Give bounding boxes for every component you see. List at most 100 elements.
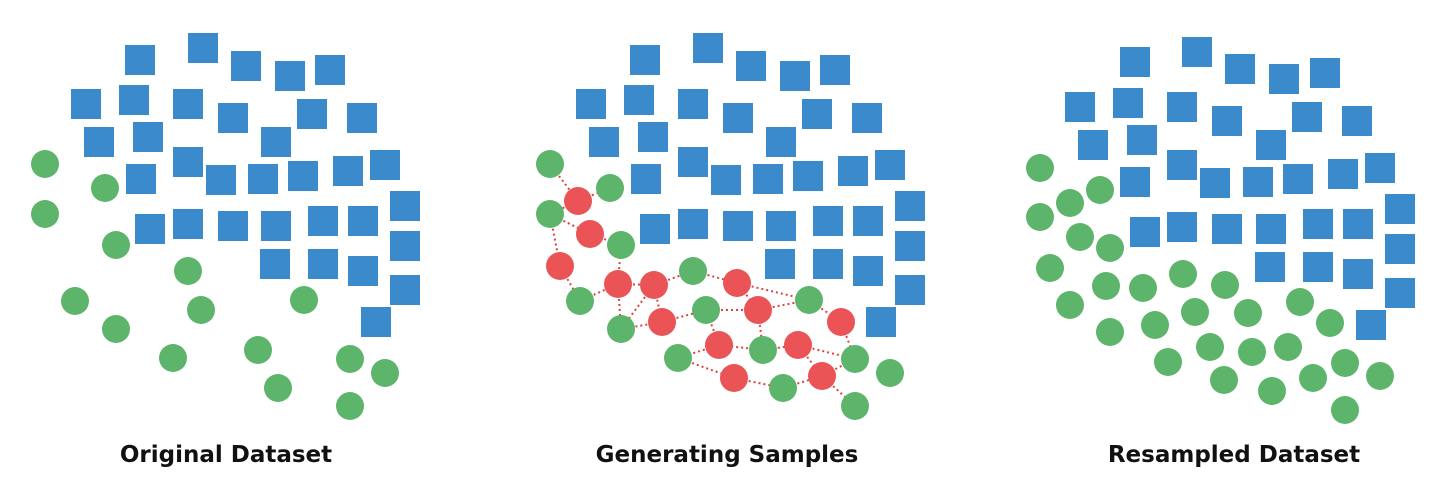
majority-sample-square bbox=[866, 307, 896, 337]
majority-sample-square bbox=[765, 249, 795, 279]
majority-sample-square bbox=[126, 164, 156, 194]
minority-sample-circle bbox=[1286, 288, 1314, 316]
synthetic-sample-circle bbox=[546, 252, 574, 280]
majority-sample-square bbox=[1303, 209, 1333, 239]
majority-sample-square bbox=[261, 127, 291, 157]
majority-sample-square bbox=[288, 161, 318, 191]
minority-sample-circle bbox=[1096, 318, 1124, 346]
minority-sample-circle bbox=[371, 359, 399, 387]
caption-original-dataset: Original Dataset bbox=[120, 442, 332, 468]
majority-sample-square bbox=[1130, 217, 1160, 247]
majority-sample-square bbox=[1255, 252, 1285, 282]
majority-sample-square bbox=[1127, 125, 1157, 155]
majority-sample-square bbox=[1078, 130, 1108, 160]
minority-sample-circle bbox=[1092, 272, 1120, 300]
majority-sample-square bbox=[119, 85, 149, 115]
minority-sample-circle bbox=[1086, 176, 1114, 204]
minority-sample-circle bbox=[1331, 396, 1359, 424]
minority-sample-circle bbox=[1210, 366, 1238, 394]
minority-sample-circle bbox=[1154, 348, 1182, 376]
majority-sample-square bbox=[1256, 214, 1286, 244]
majority-sample-square bbox=[1200, 168, 1230, 198]
majority-sample-square bbox=[630, 45, 660, 75]
majority-sample-square bbox=[1167, 92, 1197, 122]
majority-sample-square bbox=[766, 211, 796, 241]
majority-sample-square bbox=[1256, 130, 1286, 160]
majority-sample-square bbox=[84, 127, 114, 157]
majority-sample-square bbox=[361, 307, 391, 337]
minority-sample-circle bbox=[1056, 291, 1084, 319]
majority-sample-square bbox=[1385, 278, 1415, 308]
majority-sample-square bbox=[895, 231, 925, 261]
minority-sample-circle bbox=[91, 174, 119, 202]
synthetic-sample-circle bbox=[564, 187, 592, 215]
minority-sample-circle bbox=[607, 231, 635, 259]
synthetic-sample-circle bbox=[640, 271, 668, 299]
minority-sample-circle bbox=[1026, 154, 1054, 182]
majority-class-group bbox=[71, 33, 420, 337]
minority-sample-circle bbox=[1056, 189, 1084, 217]
minority-sample-circle bbox=[1066, 223, 1094, 251]
majority-sample-square bbox=[370, 150, 400, 180]
minority-sample-circle bbox=[876, 359, 904, 387]
majority-sample-square bbox=[736, 51, 766, 81]
majority-sample-square bbox=[1167, 212, 1197, 242]
majority-sample-square bbox=[780, 61, 810, 91]
majority-sample-square bbox=[348, 206, 378, 236]
minority-sample-circle bbox=[596, 174, 624, 202]
majority-sample-square bbox=[308, 206, 338, 236]
majority-sample-square bbox=[231, 51, 261, 81]
minority-class-group bbox=[1026, 154, 1394, 424]
majority-sample-square bbox=[125, 45, 155, 75]
majority-sample-square bbox=[1328, 159, 1358, 189]
minority-sample-circle bbox=[264, 374, 292, 402]
minority-sample-circle bbox=[1234, 299, 1262, 327]
majority-sample-square bbox=[218, 211, 248, 241]
synthetic-sample-circle bbox=[723, 269, 751, 297]
majority-sample-square bbox=[678, 89, 708, 119]
minority-sample-circle bbox=[1258, 377, 1286, 405]
majority-sample-square bbox=[723, 211, 753, 241]
link-layer bbox=[549, 163, 856, 407]
minority-sample-circle bbox=[290, 286, 318, 314]
majority-sample-square bbox=[1385, 194, 1415, 224]
synthetic-sample-circle bbox=[744, 296, 772, 324]
majority-sample-square bbox=[711, 165, 741, 195]
majority-sample-square bbox=[308, 249, 338, 279]
majority-sample-square bbox=[1212, 106, 1242, 136]
majority-sample-square bbox=[838, 156, 868, 186]
minority-sample-circle bbox=[1299, 364, 1327, 392]
majority-sample-square bbox=[589, 127, 619, 157]
majority-sample-square bbox=[895, 275, 925, 305]
majority-sample-square bbox=[1283, 164, 1313, 194]
majority-sample-square bbox=[853, 256, 883, 286]
minority-sample-circle bbox=[769, 374, 797, 402]
majority-sample-square bbox=[261, 211, 291, 241]
majority-sample-square bbox=[875, 150, 905, 180]
majority-sample-square bbox=[1212, 214, 1242, 244]
majority-sample-square bbox=[638, 122, 668, 152]
minority-sample-circle bbox=[795, 286, 823, 314]
minority-sample-circle bbox=[1036, 254, 1064, 282]
minority-sample-circle bbox=[679, 257, 707, 285]
minority-sample-circle bbox=[1316, 309, 1344, 337]
majority-sample-square bbox=[1065, 92, 1095, 122]
synthetic-sample-circle bbox=[576, 220, 604, 248]
minority-sample-circle bbox=[159, 344, 187, 372]
minority-sample-circle bbox=[1026, 203, 1054, 231]
majority-sample-square bbox=[333, 156, 363, 186]
majority-sample-square bbox=[853, 206, 883, 236]
majority-sample-square bbox=[1343, 259, 1373, 289]
minority-sample-circle bbox=[102, 315, 130, 343]
majority-sample-square bbox=[206, 165, 236, 195]
majority-sample-square bbox=[275, 61, 305, 91]
majority-sample-square bbox=[390, 275, 420, 305]
majority-sample-square bbox=[1343, 209, 1373, 239]
majority-sample-square bbox=[1292, 102, 1322, 132]
majority-sample-square bbox=[895, 191, 925, 221]
minority-sample-circle bbox=[174, 257, 202, 285]
majority-sample-square bbox=[1243, 167, 1273, 197]
majority-sample-square bbox=[188, 33, 218, 63]
majority-sample-square bbox=[297, 99, 327, 129]
minority-sample-circle bbox=[749, 336, 777, 364]
